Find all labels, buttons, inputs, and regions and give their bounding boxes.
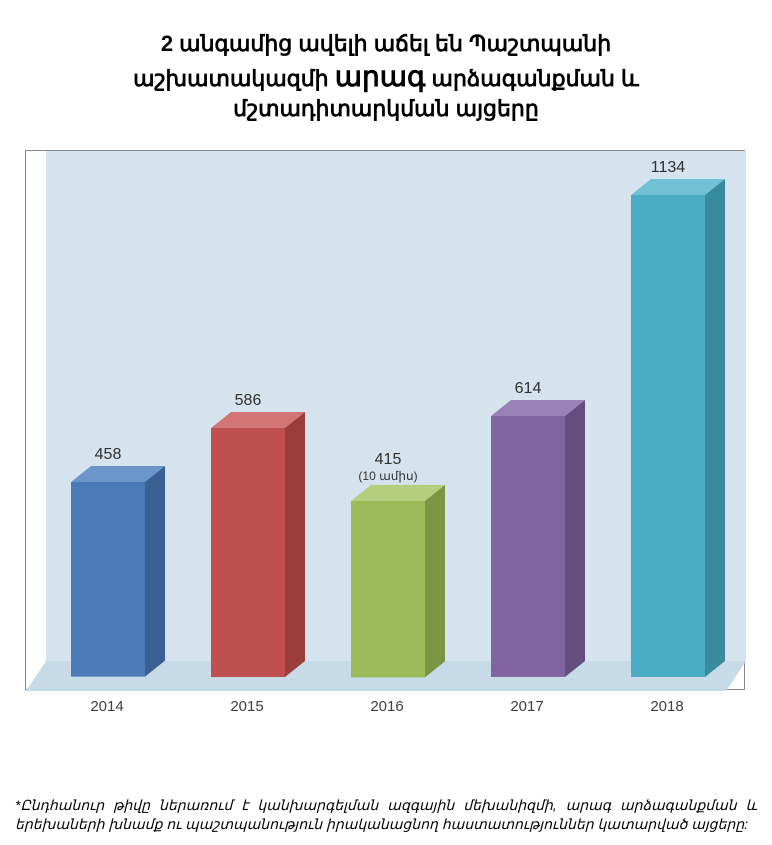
title-line-3: մշտադիտարկման այցերը (40, 95, 732, 124)
bar-2014: 458 (71, 466, 165, 679)
title-line-2: աշխատակազմի արագ արձագանքման և (40, 59, 732, 95)
bar-value-label: 586 (198, 392, 298, 410)
x-axis-label: 2018 (602, 698, 732, 715)
bar-value-label: 415(10 ամիս) (338, 451, 438, 483)
bar-value-sublabel: (10 ամիս) (338, 469, 438, 483)
chart-title: 2 անգամից ավելի աճել են Պաշտպանի աշխատակ… (0, 0, 772, 134)
bar-value-label: 614 (478, 380, 578, 398)
bar-chart: 458586415(10 ամիս)6141134 20142015201620… (25, 150, 745, 730)
bar-2017: 614 (491, 400, 585, 679)
x-axis-label: 2014 (42, 698, 172, 715)
footnote: *Ընդհանուր թիվը ներառում է կանխարգելման … (15, 796, 757, 835)
plot-area: 458 586 415(10 ամիս) 614 1134 (25, 150, 745, 690)
bar-2015: 586 (211, 412, 305, 679)
x-axis-label: 2017 (462, 698, 592, 715)
x-axis-labels: 2014 2015 2016 2017 2018 (25, 698, 745, 728)
bar-value-label: 1134 (618, 159, 718, 177)
bar-value-label: 458 (58, 446, 158, 464)
x-axis-label: 2015 (182, 698, 312, 715)
bar-2018: 1134 (631, 179, 725, 679)
title-line-1: 2 անգամից ավելի աճել են Պաշտպանի (40, 30, 732, 59)
x-axis-label: 2016 (322, 698, 452, 715)
bar-2016: 415(10 ամիս) (351, 485, 445, 679)
